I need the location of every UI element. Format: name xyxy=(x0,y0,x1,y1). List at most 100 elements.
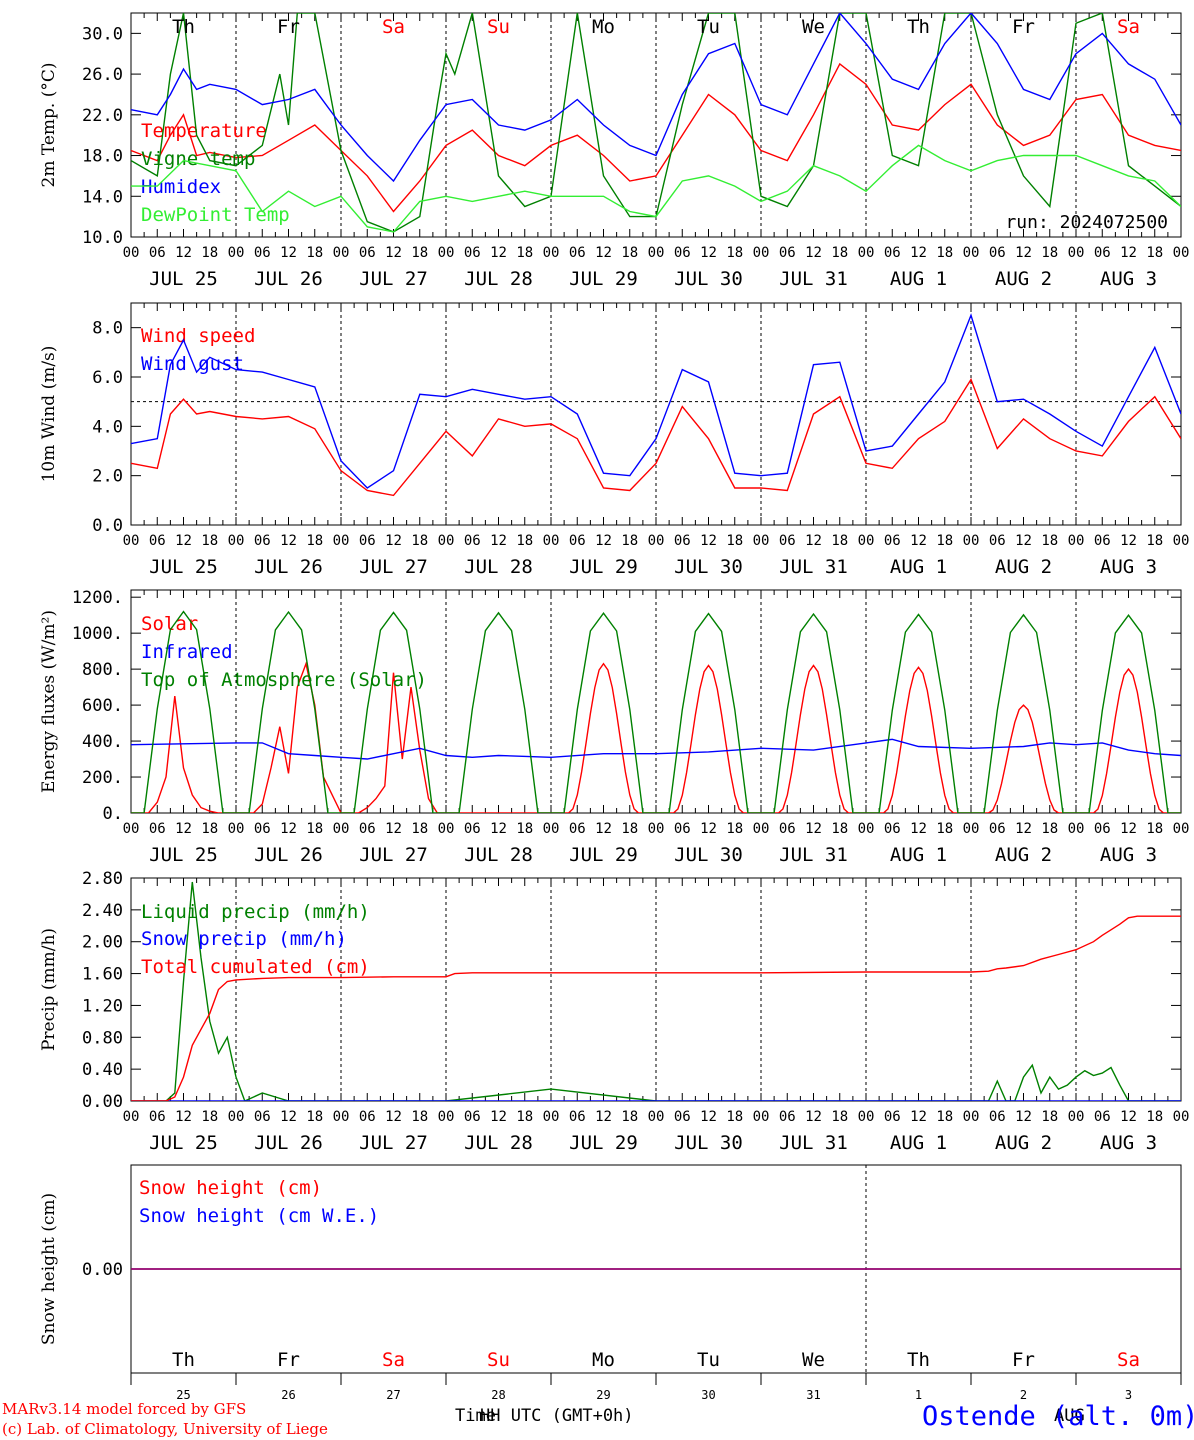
x-hour-label: 06 xyxy=(674,245,691,261)
x-hour-label: 00 xyxy=(648,245,665,261)
x-hour-label: 18 xyxy=(306,821,323,837)
x-hour-label: 18 xyxy=(1146,1109,1163,1125)
x-day-label: JUL 28 xyxy=(464,268,533,290)
x-hour-label: 12 xyxy=(175,533,192,549)
x-hour-label: 12 xyxy=(385,245,402,261)
credit-line-2: (c) Lab. of Climatology, University of L… xyxy=(2,1420,328,1438)
panel-4: 0.00 0.40 0.80 1.20 1.60 2.00 2.40 2.80 Precip (… xyxy=(39,869,1189,1154)
x-day-label: JUL 25 xyxy=(149,1132,218,1154)
x-hour-label: 06 xyxy=(989,821,1006,837)
x-day-label: JUL 27 xyxy=(359,1132,428,1154)
x-hour-label: 18 xyxy=(831,821,848,837)
panel-5: 0.00 Snow height (cm) Th 25 Fr 26 Sa 27 Su 28 Mo 29… xyxy=(39,1164,1182,1402)
legend-entry: Snow precip (mm/h) xyxy=(141,928,347,950)
series-line-liquid-precip-mm-h- xyxy=(131,881,1181,1101)
x-day-label: JUL 26 xyxy=(254,844,323,866)
x-day-label: JUL 31 xyxy=(779,268,848,290)
x-hour-label: 18 xyxy=(201,1109,218,1125)
x-day-label: JUL 28 xyxy=(464,1132,533,1154)
x-hour-label: 12 xyxy=(1120,245,1137,261)
x-hour-label: 12 xyxy=(805,533,822,549)
x-hour-label: 06 xyxy=(674,533,691,549)
x-hour-label: 00 xyxy=(1173,533,1190,549)
x-hour-label: 18 xyxy=(1146,245,1163,261)
x-axis-label-utc: HH UTC (GMT+0h) xyxy=(480,1406,634,1426)
x-hour-label: 06 xyxy=(569,821,586,837)
x-hour-label: 00 xyxy=(543,533,560,549)
x-hour-label: 18 xyxy=(726,821,743,837)
weekday-label: Sa xyxy=(382,16,405,38)
x-day-label: AUG 1 xyxy=(890,1132,947,1154)
x-hour-label: 06 xyxy=(254,1109,271,1125)
day-number-label: 1 xyxy=(915,1388,922,1402)
x-hour-label: 18 xyxy=(306,533,323,549)
x-hour-label: 12 xyxy=(595,245,612,261)
x-hour-label: 18 xyxy=(1041,533,1058,549)
y-tick-label: 0.00 xyxy=(82,1092,123,1112)
y-tick-label: 600. xyxy=(82,696,123,716)
series-line-dewpoint-temp xyxy=(131,144,1181,233)
x-hour-label: 12 xyxy=(595,821,612,837)
y-tick-label: 4.0 xyxy=(92,417,123,437)
x-day-label: JUL 30 xyxy=(674,844,743,866)
x-hour-label: 00 xyxy=(1173,245,1190,261)
series-line-top-of-atmosphere-solar- xyxy=(131,610,1181,813)
x-hour-label: 12 xyxy=(490,245,507,261)
x-hour-label: 12 xyxy=(1015,533,1032,549)
x-hour-label: 12 xyxy=(280,821,297,837)
x-day-label: JUL 26 xyxy=(254,1132,323,1154)
y-tick-label: 26.0 xyxy=(82,65,123,85)
x-hour-label: 06 xyxy=(884,1109,901,1125)
x-hour-label: 18 xyxy=(411,1109,428,1125)
x-hour-label: 00 xyxy=(963,1109,980,1125)
x-hour-label: 12 xyxy=(385,1109,402,1125)
series-line-infrared xyxy=(131,738,1181,760)
x-hour-label: 06 xyxy=(149,245,166,261)
y-tick-label: 0. xyxy=(103,804,123,824)
x-day-label: JUL 29 xyxy=(569,556,638,578)
weekday-label: Fr xyxy=(1012,1349,1035,1371)
x-hour-label: 06 xyxy=(464,245,481,261)
x-day-label: JUL 28 xyxy=(464,844,533,866)
x-day-label: JUL 27 xyxy=(359,844,428,866)
y-tick-label: 2.40 xyxy=(82,901,123,921)
x-day-label: AUG 2 xyxy=(995,844,1052,866)
weekday-label: Tu xyxy=(697,1349,720,1371)
x-hour-label: 12 xyxy=(1015,821,1032,837)
weekday-label: Mo xyxy=(592,16,615,38)
x-hour-label: 18 xyxy=(621,533,638,549)
run-annotation: run: 2024072500 xyxy=(1005,212,1168,233)
x-hour-label: 06 xyxy=(359,245,376,261)
x-hour-label: 06 xyxy=(569,1109,586,1125)
x-hour-label: 18 xyxy=(1041,245,1058,261)
x-hour-label: 00 xyxy=(648,1109,665,1125)
x-hour-label: 12 xyxy=(1120,821,1137,837)
x-hour-label: 00 xyxy=(438,1109,455,1125)
legend-entry: Snow height (cm) xyxy=(139,1177,322,1199)
x-hour-label: 00 xyxy=(963,245,980,261)
x-day-label: JUL 27 xyxy=(359,556,428,578)
x-day-label: JUL 30 xyxy=(674,268,743,290)
x-hour-label: 12 xyxy=(700,533,717,549)
x-hour-label: 06 xyxy=(989,533,1006,549)
plot-frame xyxy=(130,589,1182,814)
x-hour-label: 12 xyxy=(1120,1109,1137,1125)
x-hour-label: 18 xyxy=(726,533,743,549)
day-number-label: 26 xyxy=(281,1388,295,1402)
weekday-label: Fr xyxy=(1012,16,1035,38)
x-hour-label: 06 xyxy=(149,1109,166,1125)
x-hour-label: 06 xyxy=(359,533,376,549)
x-hour-label: 18 xyxy=(306,245,323,261)
x-hour-label: 12 xyxy=(385,821,402,837)
x-day-label: JUL 31 xyxy=(779,1132,848,1154)
weekday-label: Mo xyxy=(592,1349,615,1371)
panel-2: 0.0 2.0 4.0 6.0 8.0 10m Wind (m/s) 00 06 12 18 JUL… xyxy=(39,302,1190,578)
x-hour-label: 00 xyxy=(1068,245,1085,261)
day-number-label: 30 xyxy=(701,1388,715,1402)
x-hour-label: 12 xyxy=(595,1109,612,1125)
x-hour-label: 18 xyxy=(201,245,218,261)
y-tick-label: 0.80 xyxy=(82,1028,123,1048)
x-hour-label: 18 xyxy=(516,533,533,549)
x-hour-label: 18 xyxy=(936,1109,953,1125)
x-hour-label: 00 xyxy=(333,1109,350,1125)
